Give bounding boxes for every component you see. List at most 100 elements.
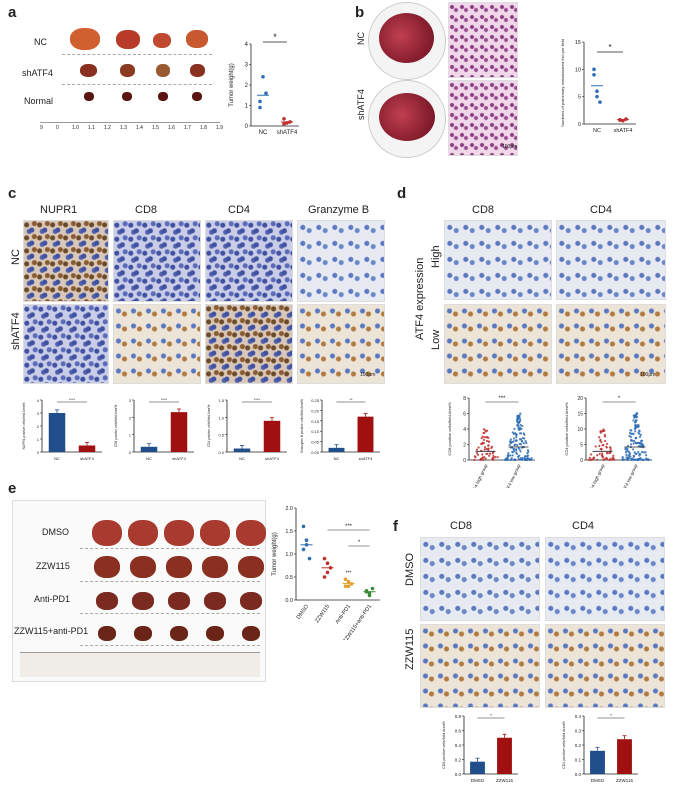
- data-point: [488, 452, 492, 455]
- data-point: [600, 447, 603, 450]
- data-point: [634, 423, 637, 427]
- y-tick-label: 15: [575, 40, 581, 46]
- data-point: [322, 556, 327, 561]
- data-point: [473, 455, 476, 458]
- data-point: [632, 442, 635, 445]
- data-point: [282, 117, 286, 121]
- data-point: [598, 452, 601, 455]
- data-point: [509, 458, 512, 462]
- tumor: [122, 92, 132, 101]
- data-point: [635, 412, 638, 415]
- data-point: [636, 458, 639, 461]
- data-point: [511, 450, 514, 453]
- data-point: [610, 458, 614, 461]
- data-point: [628, 434, 631, 438]
- chart-c-cd4: 0.0 0.5 1.0 1.5 CD4 positive cells/field Are…: [205, 392, 291, 469]
- data-point: [494, 456, 497, 459]
- data-point: [325, 570, 330, 575]
- data-point: [476, 453, 480, 456]
- bar: [263, 420, 281, 452]
- significance-label: ****: [254, 397, 261, 402]
- ruler-tick-label: 0: [56, 125, 59, 131]
- x-tick-label: DMSO: [471, 778, 485, 783]
- data-point: [633, 439, 636, 443]
- data-point: [639, 453, 642, 456]
- data-point: [628, 431, 632, 435]
- data-point: [609, 448, 612, 452]
- y-tick-label: 2: [129, 415, 132, 420]
- data-point: [485, 439, 489, 443]
- data-point: [526, 456, 529, 460]
- data-point: [601, 444, 604, 447]
- row-label-dmso: DMSO: [404, 553, 416, 586]
- data-point: [484, 429, 487, 432]
- tumor: [206, 625, 224, 641]
- chart-f-cd8: 0.0 0.2 0.4 0.6 0.8 CD8 positive cells/field …: [440, 710, 522, 791]
- y-tick-label: 1.5: [218, 398, 224, 403]
- y-tick-label: 3: [245, 63, 249, 69]
- x-tick-label: NC: [259, 130, 268, 136]
- data-point: [516, 424, 519, 427]
- data-point: [602, 458, 605, 461]
- data-point: [484, 457, 487, 460]
- y-tick-label: 0.3: [575, 729, 582, 734]
- ruler-tick-label: 1.6: [168, 125, 175, 131]
- chart-tumor-weight-a: 0 1 2 3 4 Tumor weight(g) NC shATF4 *: [225, 30, 305, 145]
- y-tick-label: 8: [463, 396, 466, 402]
- data-point: [515, 433, 518, 436]
- bar: [497, 737, 512, 774]
- y-axis-label: CD8 positive cells/field Area%: [114, 405, 118, 448]
- y-tick-label: 0.4: [455, 743, 462, 748]
- data-point: [626, 444, 630, 448]
- data-point: [629, 435, 633, 439]
- row-label-shatf4: shATF4: [10, 312, 22, 350]
- x-tick-label: shATF4: [277, 130, 298, 136]
- tumor: [202, 556, 228, 578]
- data-point: [596, 454, 599, 457]
- x-tick-label: NC: [146, 456, 152, 461]
- data-point: [511, 431, 514, 434]
- tumor: [130, 556, 156, 578]
- y-tick-label: 0: [463, 458, 466, 464]
- tumor: [186, 30, 208, 48]
- data-point: [346, 579, 351, 584]
- data-point: [526, 449, 530, 452]
- row-label-dmso: DMSO: [42, 527, 69, 537]
- x-tick-label: Anti-PD1: [335, 604, 353, 625]
- row-label-antipd1: Anti-PD1: [34, 594, 71, 604]
- data-point: [518, 432, 522, 435]
- panel-label-c: c: [8, 185, 17, 202]
- data-point: [625, 456, 628, 459]
- tumor: [156, 64, 170, 77]
- data-point: [481, 435, 484, 438]
- data-point: [517, 426, 520, 430]
- data-point: [605, 445, 608, 448]
- data-point: [605, 451, 609, 455]
- data-point: [486, 429, 489, 432]
- row-label-normal: Normal: [24, 96, 54, 106]
- y-tick-label: 15: [577, 412, 583, 418]
- data-point: [596, 458, 599, 461]
- y-axis-label: CD4 positive cells/field Area%: [207, 405, 211, 448]
- data-point: [367, 593, 372, 598]
- col-label: CD4: [590, 204, 613, 216]
- tumor: [166, 556, 192, 578]
- significance-label: *: [358, 540, 361, 546]
- ihc-image: [113, 304, 201, 384]
- y-tick-label: 0.1: [575, 758, 582, 763]
- data-point: [632, 448, 635, 451]
- ruler-tick-label: 1.0: [72, 125, 79, 131]
- data-point: [304, 538, 309, 542]
- col-label: CD4: [228, 204, 251, 216]
- y-tick-label: 0.5: [218, 433, 224, 438]
- data-point: [629, 439, 633, 442]
- data-point: [618, 118, 622, 122]
- y-tick-label: 6: [463, 412, 466, 418]
- y-axis-label: Tumor weight(g): [272, 532, 278, 575]
- chart-metastasis-b: 0 5 10 15 Numbers of pulmonary metastasized …: [558, 28, 642, 143]
- scale-bar-label: 100μm: [640, 372, 656, 378]
- data-point: [637, 441, 640, 445]
- y-tick-label: 0.0: [455, 772, 462, 777]
- data-point: [604, 439, 607, 443]
- data-point: [517, 421, 520, 424]
